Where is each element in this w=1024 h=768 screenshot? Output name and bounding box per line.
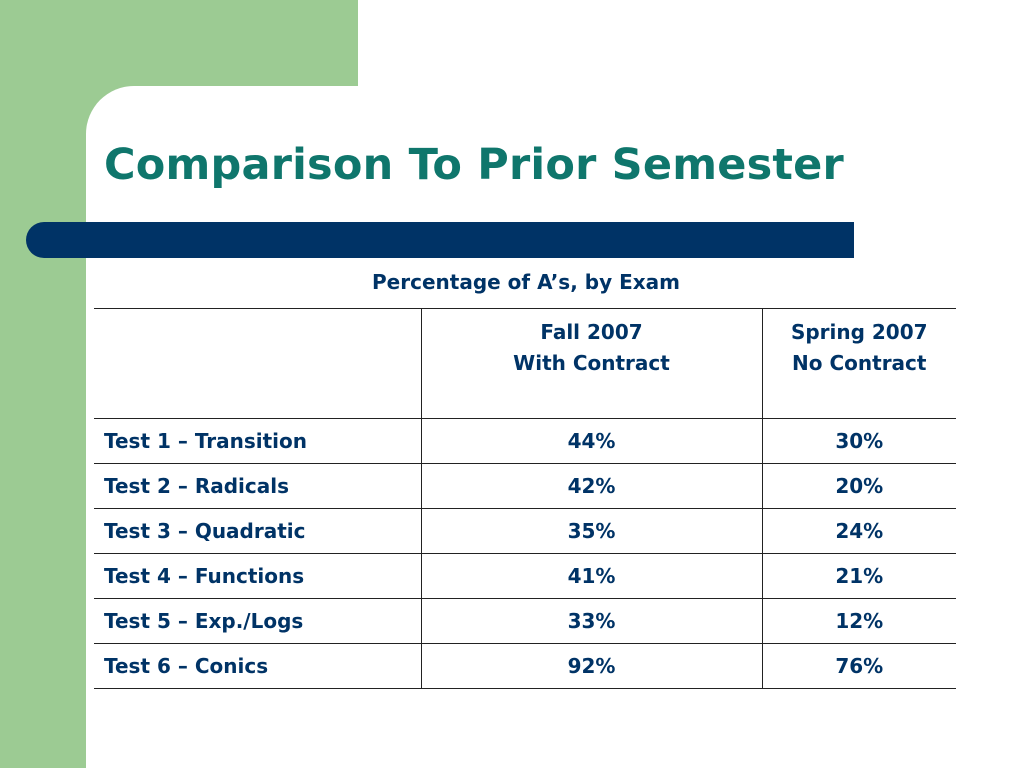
table-header-row: Fall 2007 With Contract Spring 2007 No C…	[94, 308, 956, 419]
spring-value: 30%	[761, 418, 956, 464]
table-row: Test 1 – Transition 44% 30%	[94, 418, 956, 464]
fall-value: 42%	[420, 463, 762, 509]
comparison-table: Fall 2007 With Contract Spring 2007 No C…	[94, 308, 956, 689]
fall-value: 44%	[420, 418, 762, 464]
table-row: Test 5 – Exp./Logs 33% 12%	[94, 598, 956, 644]
row-label: Test 3 – Quadratic	[94, 508, 421, 554]
table-row: Test 4 – Functions 41% 21%	[94, 553, 956, 599]
row-label: Test 2 – Radicals	[94, 463, 421, 509]
spring-value: 20%	[761, 463, 956, 509]
row-label: Test 5 – Exp./Logs	[94, 598, 421, 644]
header-fall-line2: With Contract	[513, 351, 670, 375]
table-caption: Percentage of A’s, by Exam	[372, 270, 680, 294]
accent-bar	[26, 222, 854, 258]
spring-value: 12%	[761, 598, 956, 644]
row-label: Test 6 – Conics	[94, 643, 421, 689]
row-label: Test 4 – Functions	[94, 553, 421, 599]
table-row: Test 6 – Conics 92% 76%	[94, 643, 956, 689]
slide-title: Comparison To Prior Semester	[104, 140, 844, 190]
fall-value: 92%	[420, 643, 762, 689]
spring-value: 21%	[761, 553, 956, 599]
header-fall-line1: Fall 2007	[540, 320, 643, 344]
table-row: Test 2 – Radicals 42% 20%	[94, 463, 956, 509]
row-label: Test 1 – Transition	[94, 418, 421, 464]
header-fall-2007: Fall 2007 With Contract	[420, 308, 762, 419]
header-spring-line2: No Contract	[792, 351, 927, 375]
fall-value: 35%	[420, 508, 762, 554]
spring-value: 24%	[761, 508, 956, 554]
header-empty-cell	[94, 308, 421, 419]
fall-value: 41%	[420, 553, 762, 599]
table-row: Test 3 – Quadratic 35% 24%	[94, 508, 956, 554]
spring-value: 76%	[761, 643, 956, 689]
header-spring-line1: Spring 2007	[790, 320, 928, 344]
fall-value: 33%	[420, 598, 762, 644]
header-spring-2007: Spring 2007 No Contract	[761, 308, 956, 419]
